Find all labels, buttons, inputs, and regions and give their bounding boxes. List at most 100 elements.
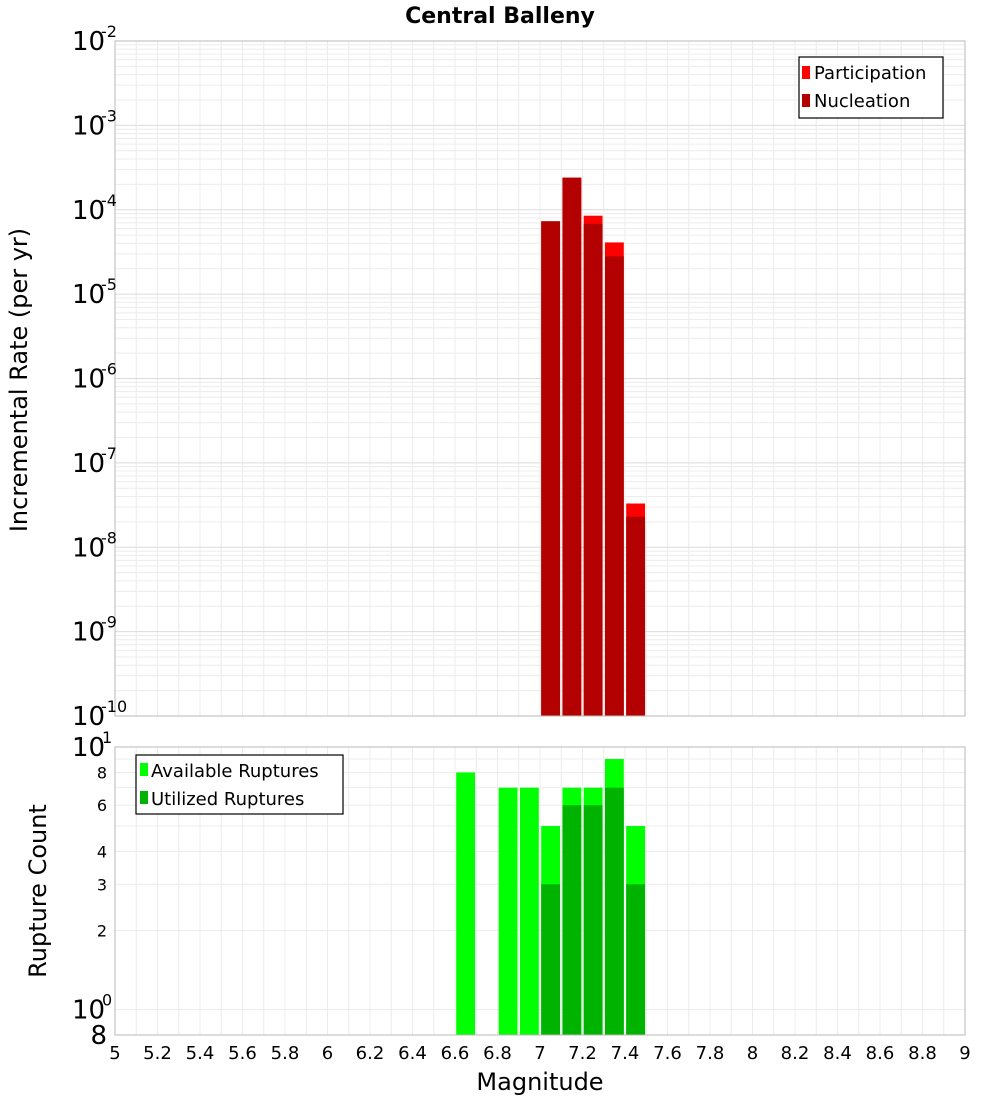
legend-label-available: Available Ruptures: [151, 761, 319, 782]
y-tick-exponent: -8: [101, 528, 117, 547]
y-tick-exponent: 0: [102, 991, 112, 1010]
x-tick-label: 8.4: [823, 1043, 852, 1064]
rate-plot-grid: [114, 41, 966, 717]
rate-plot: 10-210-310-410-510-610-710-810-910-10 Ce…: [5, 4, 966, 732]
legend-swatch-nucleation: [802, 94, 810, 107]
y-tick-label: 4: [97, 842, 107, 861]
bar-available-ruptures: [498, 787, 518, 1035]
chart-title: Central Balleny: [405, 4, 595, 29]
y-tick-exponent: -2: [101, 22, 117, 41]
y-tick-exponent: -6: [101, 360, 117, 379]
y-tick-label: 10-5: [72, 275, 117, 310]
y-tick-base: 10: [72, 196, 105, 226]
y-tick-exponent: -5: [101, 275, 117, 294]
legend-swatch-available: [140, 763, 148, 776]
y-tick-label: 100: [72, 991, 112, 1026]
bar-nucleation: [541, 221, 561, 716]
y-tick-exponent: 1: [102, 728, 112, 747]
y-tick-base: 10: [72, 449, 105, 479]
x-tick-label: 7.6: [653, 1043, 682, 1064]
rupture-y-axis-label: Rupture Count: [24, 804, 52, 978]
bar-utilized-ruptures: [541, 884, 561, 1035]
y-tick-base: 10: [72, 733, 105, 763]
bar-nucleation: [583, 223, 603, 716]
rupture-plot-frame: [114, 746, 966, 1036]
x-tick-label: 7.4: [611, 1043, 640, 1064]
rate-legend: Participation Nucleation: [798, 56, 944, 119]
y-tick-label: 10-2: [72, 22, 117, 57]
x-tick-label: 6: [322, 1043, 333, 1064]
x-tick-label: 5: [109, 1043, 120, 1064]
legend-label-participation: Participation: [814, 63, 926, 84]
y-tick-base: 10: [72, 365, 105, 395]
y-tick-label: 8: [97, 763, 107, 782]
y-tick-base: 10: [72, 533, 105, 563]
x-tick-label: 6.8: [483, 1043, 512, 1064]
y-tick-exponent: -3: [101, 106, 117, 125]
x-axis-label: Magnitude: [476, 1068, 603, 1096]
x-tick-label: 5.6: [228, 1043, 257, 1064]
legend-label-nucleation: Nucleation: [814, 91, 910, 112]
y-tick-label: 10-7: [72, 444, 117, 479]
y-tick-exponent: -4: [101, 191, 117, 210]
y-tick-label: 2: [97, 922, 107, 941]
x-tick-label: 5.8: [271, 1043, 300, 1064]
rate-plot-bars: [541, 177, 646, 717]
rupture-legend: Available Ruptures Utilized Ruptures: [135, 754, 344, 815]
rupture-plot-bars: [456, 759, 646, 1035]
x-tick-label: 7.8: [696, 1043, 725, 1064]
bar-utilized-ruptures: [583, 805, 603, 1035]
x-tick-label: 8.8: [908, 1043, 937, 1064]
x-tick-label: 7: [534, 1043, 545, 1064]
x-tick-label: 8.6: [866, 1043, 895, 1064]
y-tick-label: 10-3: [72, 106, 117, 141]
bar-utilized-ruptures: [626, 884, 646, 1035]
y-tick-label: 6: [97, 796, 107, 815]
x-tick-label: 9: [959, 1043, 970, 1064]
x-tick-label: 8.2: [781, 1043, 810, 1064]
y-tick-exponent: -7: [101, 444, 117, 463]
y-tick-base: 10: [72, 618, 105, 648]
rate-legend-box: [798, 56, 944, 119]
bar-available-ruptures: [456, 772, 476, 1035]
x-tick-label: 5.4: [186, 1043, 215, 1064]
y-tick-label: 10-6: [72, 360, 117, 395]
legend-swatch-utilized: [140, 791, 148, 804]
bar-available-ruptures: [519, 787, 539, 1035]
x-tick-label: 7.2: [568, 1043, 597, 1064]
y-tick-label: 3: [97, 875, 107, 894]
y-tick-label: 10-9: [72, 613, 117, 648]
legend-label-utilized: Utilized Ruptures: [151, 789, 304, 810]
x-tick-label: 8: [747, 1043, 758, 1064]
x-tick-label: 5.2: [143, 1043, 172, 1064]
y-tick-label: 10-4: [72, 191, 117, 226]
y-tick-base: 10: [72, 27, 105, 57]
bar-utilized-ruptures: [604, 787, 624, 1035]
bar-nucleation: [626, 516, 646, 716]
x-axis-ticks: 5 5.2 5.4 5.6 5.8 6 6.2 6.4 6.6 6.8 7 7.2 7.4 7.6 7.8 8…: [109, 1043, 970, 1064]
y-tick-label: 10-8: [72, 528, 117, 563]
x-tick-label: 6.6: [441, 1043, 470, 1064]
y-tick-label-bottom: 8: [90, 1021, 107, 1051]
rate-plot-frame: [114, 40, 966, 717]
y-tick-base: 10: [72, 702, 105, 732]
y-tick-base: 10: [72, 996, 105, 1026]
rupture-legend-box: [135, 754, 344, 815]
bar-utilized-ruptures: [562, 805, 582, 1035]
y-tick-base: 10: [72, 111, 105, 141]
bar-nucleation: [604, 256, 624, 716]
x-tick-label: 6.2: [356, 1043, 385, 1064]
y-tick-exponent: -10: [101, 697, 127, 716]
rate-plot-y-ticks: 10-210-310-410-510-610-710-810-910-10: [72, 22, 127, 732]
bar-nucleation: [562, 177, 582, 716]
rate-y-axis-label: Incremental Rate (per yr): [5, 228, 33, 532]
y-tick-label: 101: [72, 728, 112, 763]
y-tick-label: 10-10: [72, 697, 127, 732]
legend-swatch-participation: [802, 66, 810, 79]
y-tick-base: 10: [72, 280, 105, 310]
y-tick-exponent: -9: [101, 613, 117, 632]
x-tick-label: 6.4: [398, 1043, 427, 1064]
